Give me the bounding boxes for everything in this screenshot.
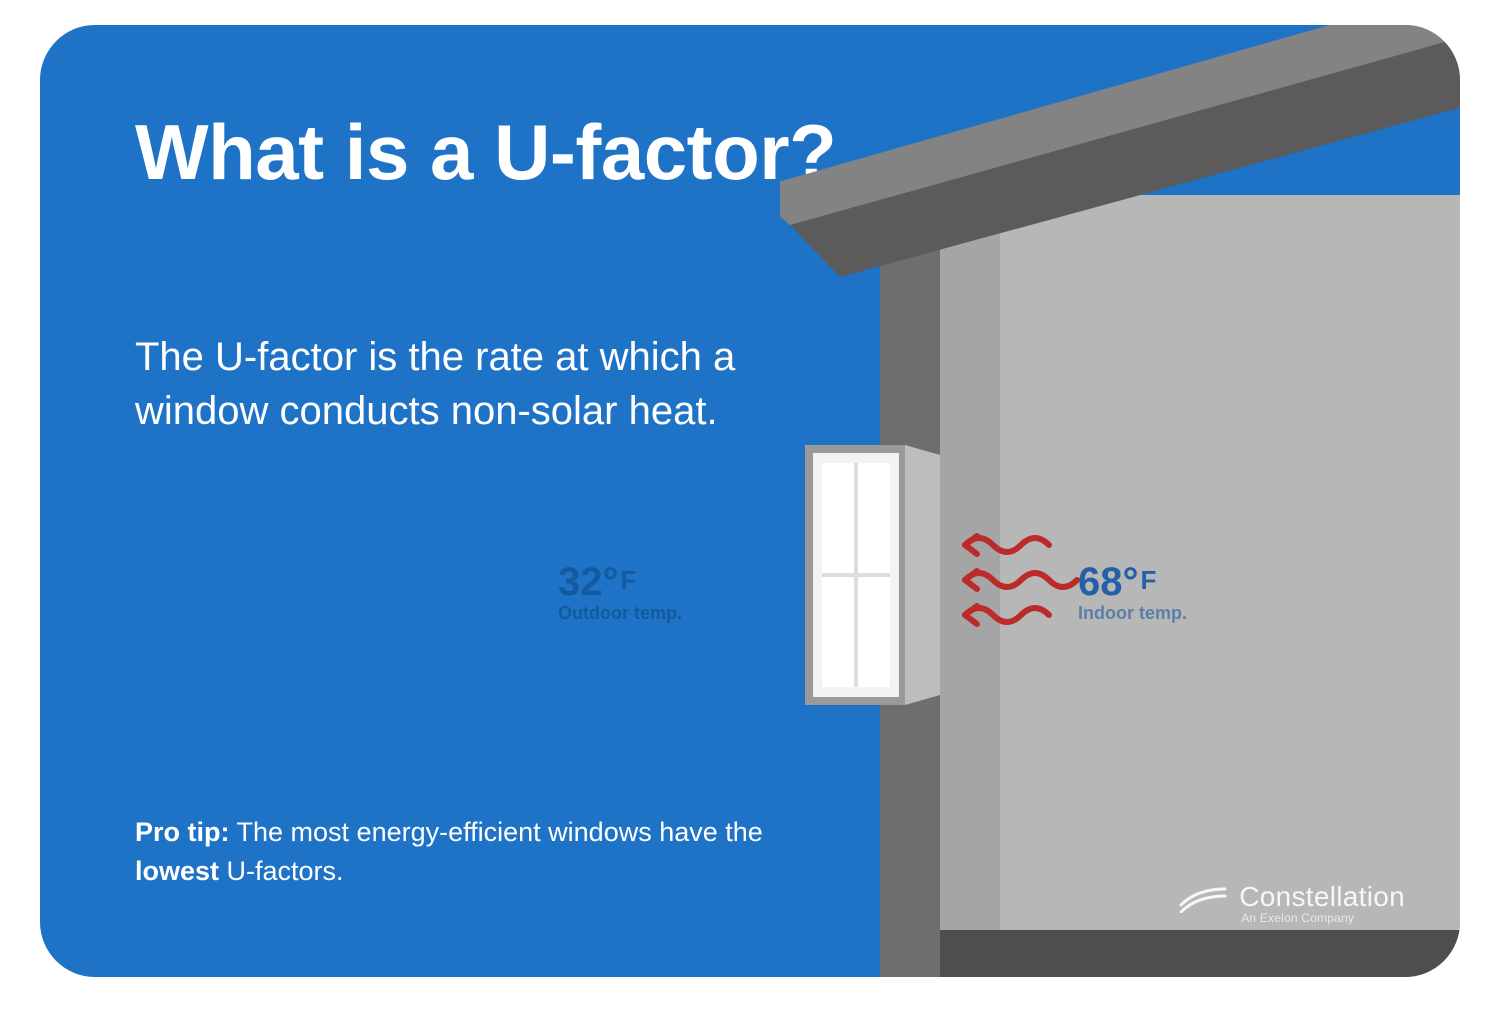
pro-tip-body-b: U-factors. — [219, 856, 344, 886]
brand-block: Constellation An Exelon Company — [1179, 881, 1405, 925]
outdoor-temp: 32°F Outdoor temp. — [558, 560, 682, 624]
main-title: What is a U-factor? — [135, 107, 836, 198]
pro-tip-emph: lowest — [135, 856, 219, 886]
indoor-temp-unit: F — [1141, 565, 1157, 595]
outdoor-temp-unit: F — [621, 565, 637, 595]
infographic-card: What is a U-factor? The U-factor is the … — [40, 25, 1460, 977]
description-text: The U-factor is the rate at which a wind… — [135, 330, 755, 438]
pro-tip: Pro tip: The most energy-efficient windo… — [135, 813, 785, 891]
pro-tip-label: Pro tip: — [135, 817, 230, 847]
house-diagram — [780, 25, 1460, 977]
brand-subtitle: An Exelon Company — [1241, 911, 1405, 925]
outdoor-temp-value: 32° — [558, 560, 619, 604]
brand-name: Constellation — [1239, 881, 1405, 913]
brand-swoosh-icon — [1179, 883, 1227, 913]
pro-tip-body-a: The most energy-efficient windows have t… — [230, 817, 763, 847]
indoor-temp-label: Indoor temp. — [1078, 603, 1187, 624]
outdoor-temp-label: Outdoor temp. — [558, 603, 682, 624]
indoor-temp: 68°F Indoor temp. — [1078, 560, 1187, 624]
indoor-temp-value: 68° — [1078, 560, 1139, 604]
